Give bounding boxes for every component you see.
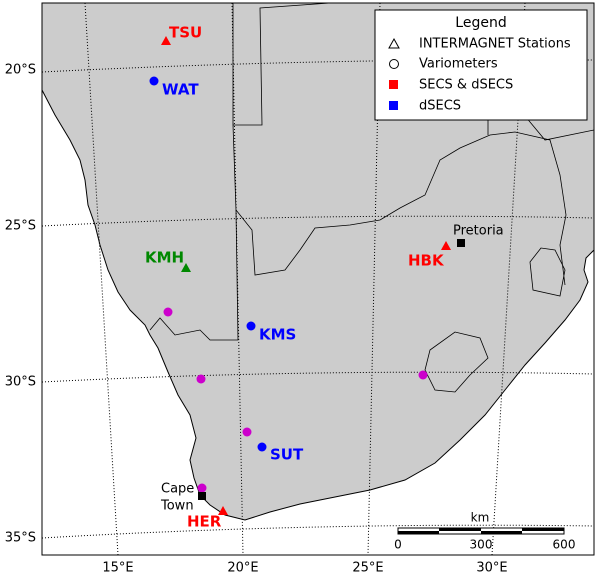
station-label: HER bbox=[187, 513, 222, 531]
frame bbox=[41, 2, 595, 556]
city-marker bbox=[198, 492, 206, 500]
city-label: Pretoria bbox=[453, 224, 504, 239]
city-label: Town bbox=[160, 499, 194, 514]
city-label: Cape bbox=[161, 482, 194, 497]
variometers bbox=[163, 307, 428, 493]
legend-entry: SECS & dSECS bbox=[419, 78, 513, 93]
station-marker bbox=[149, 76, 159, 86]
station-marker bbox=[181, 263, 191, 272]
legend-entry: INTERMAGNET Stations bbox=[419, 37, 571, 52]
station-marker bbox=[441, 241, 451, 250]
legend: Legend INTERMAGNET Stations Variometers … bbox=[374, 9, 588, 121]
scale-label: 600 bbox=[553, 538, 576, 552]
station-label: HBK bbox=[408, 252, 445, 270]
lon-label: 20°E bbox=[227, 561, 258, 576]
station-marker bbox=[246, 321, 256, 331]
lat-label: 30°S bbox=[5, 375, 36, 390]
station-marker bbox=[257, 442, 267, 452]
station-marker bbox=[161, 36, 171, 45]
lat-label: 25°S bbox=[5, 219, 36, 234]
lat-label: 20°S bbox=[5, 63, 36, 78]
station-label: KMH bbox=[145, 249, 184, 267]
scale-unit: km bbox=[471, 511, 490, 525]
scale-label: 300 bbox=[470, 538, 493, 552]
city-marker bbox=[457, 239, 465, 247]
lat-label: 35°S bbox=[5, 531, 36, 546]
station-label: WAT bbox=[162, 81, 199, 99]
scale-label: 0 bbox=[394, 538, 402, 552]
station-label: TSU bbox=[169, 24, 202, 42]
legend-entry: dSECS bbox=[419, 99, 461, 114]
lon-label: 15°E bbox=[102, 561, 133, 576]
station-label: SUT bbox=[270, 446, 304, 464]
station-label: KMS bbox=[259, 326, 296, 344]
legend-title: Legend bbox=[455, 15, 506, 31]
scale-bar: km 0 300 600 bbox=[394, 511, 575, 552]
legend-entry: Variometers bbox=[419, 57, 498, 72]
station-marker bbox=[218, 506, 228, 515]
lon-label: 25°E bbox=[352, 561, 383, 576]
lon-label: 30°E bbox=[476, 561, 507, 576]
graticule bbox=[42, 3, 594, 555]
